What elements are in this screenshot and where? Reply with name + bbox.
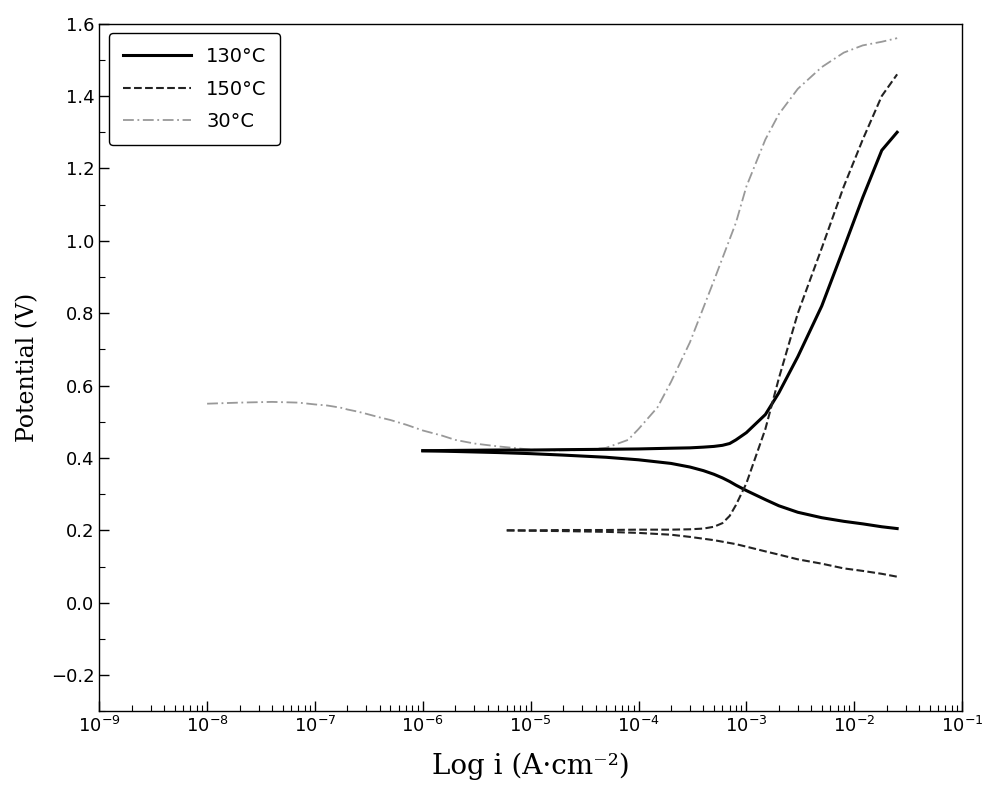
X-axis label: Log i (A·cm⁻²): Log i (A·cm⁻²) bbox=[432, 753, 630, 780]
150°C bbox=[730, 501, 742, 510]
150°C bbox=[697, 524, 709, 533]
30°C bbox=[622, 435, 634, 445]
130°C bbox=[792, 351, 804, 361]
30°C bbox=[328, 402, 340, 411]
130°C bbox=[557, 445, 569, 454]
150°C bbox=[857, 135, 869, 144]
30°C bbox=[266, 397, 278, 406]
Line: 130°C: 130°C bbox=[423, 132, 897, 451]
30°C bbox=[544, 446, 556, 455]
30°C bbox=[492, 442, 504, 451]
130°C bbox=[724, 438, 736, 448]
30°C bbox=[321, 401, 333, 410]
150°C bbox=[724, 511, 736, 520]
150°C bbox=[716, 518, 728, 528]
30°C bbox=[525, 445, 537, 454]
30°C bbox=[708, 276, 720, 285]
150°C bbox=[600, 525, 612, 535]
30°C bbox=[400, 420, 412, 430]
150°C bbox=[740, 478, 752, 488]
30°C bbox=[773, 109, 785, 119]
30°C bbox=[576, 446, 588, 455]
130°C bbox=[716, 441, 728, 450]
30°C bbox=[436, 430, 448, 440]
130°C bbox=[773, 388, 785, 398]
130°C bbox=[525, 446, 537, 455]
130°C bbox=[600, 445, 612, 454]
30°C bbox=[838, 48, 850, 57]
130°C bbox=[740, 428, 752, 438]
130°C bbox=[759, 410, 771, 419]
130°C bbox=[730, 435, 742, 445]
130°C bbox=[708, 442, 720, 451]
30°C bbox=[652, 402, 664, 412]
Line: 150°C: 150°C bbox=[507, 74, 897, 530]
30°C bbox=[374, 413, 386, 422]
150°C bbox=[816, 243, 828, 253]
150°C bbox=[684, 524, 696, 534]
130°C bbox=[417, 446, 429, 456]
30°C bbox=[417, 426, 429, 435]
30°C bbox=[384, 415, 396, 425]
Y-axis label: Potential (V): Potential (V) bbox=[17, 292, 40, 442]
30°C bbox=[514, 444, 526, 453]
150°C bbox=[792, 308, 804, 318]
150°C bbox=[891, 69, 903, 79]
130°C bbox=[816, 301, 828, 311]
30°C bbox=[857, 41, 869, 50]
30°C bbox=[684, 337, 696, 347]
150°C bbox=[708, 522, 720, 532]
30°C bbox=[891, 33, 903, 43]
150°C bbox=[773, 374, 785, 383]
30°C bbox=[600, 443, 612, 453]
30°C bbox=[341, 405, 353, 414]
30°C bbox=[759, 135, 771, 144]
150°C bbox=[525, 525, 537, 535]
30°C bbox=[292, 398, 304, 407]
150°C bbox=[876, 92, 888, 101]
130°C bbox=[857, 193, 869, 202]
30°C bbox=[336, 403, 348, 413]
Legend: 130°C, 150°C, 30°C: 130°C, 150°C, 30°C bbox=[109, 33, 280, 145]
30°C bbox=[876, 37, 888, 46]
150°C bbox=[557, 525, 569, 535]
130°C bbox=[697, 442, 709, 452]
150°C bbox=[501, 525, 513, 535]
30°C bbox=[740, 182, 752, 191]
30°C bbox=[352, 407, 364, 417]
150°C bbox=[665, 525, 677, 535]
30°C bbox=[816, 62, 828, 72]
30°C bbox=[665, 377, 677, 387]
30°C bbox=[557, 446, 569, 455]
130°C bbox=[449, 446, 461, 455]
30°C bbox=[309, 399, 321, 409]
30°C bbox=[792, 84, 804, 93]
30°C bbox=[360, 409, 372, 418]
30°C bbox=[201, 399, 213, 409]
150°C bbox=[633, 525, 645, 535]
130°C bbox=[891, 128, 903, 137]
130°C bbox=[876, 146, 888, 155]
30°C bbox=[449, 435, 461, 445]
130°C bbox=[838, 243, 850, 253]
Line: 30°C: 30°C bbox=[207, 38, 897, 450]
30°C bbox=[234, 398, 246, 407]
130°C bbox=[492, 446, 504, 455]
130°C bbox=[684, 443, 696, 453]
130°C bbox=[633, 444, 645, 453]
150°C bbox=[838, 182, 850, 191]
30°C bbox=[633, 424, 645, 434]
30°C bbox=[730, 218, 742, 227]
30°C bbox=[468, 438, 480, 448]
150°C bbox=[759, 424, 771, 434]
130°C bbox=[665, 443, 677, 453]
